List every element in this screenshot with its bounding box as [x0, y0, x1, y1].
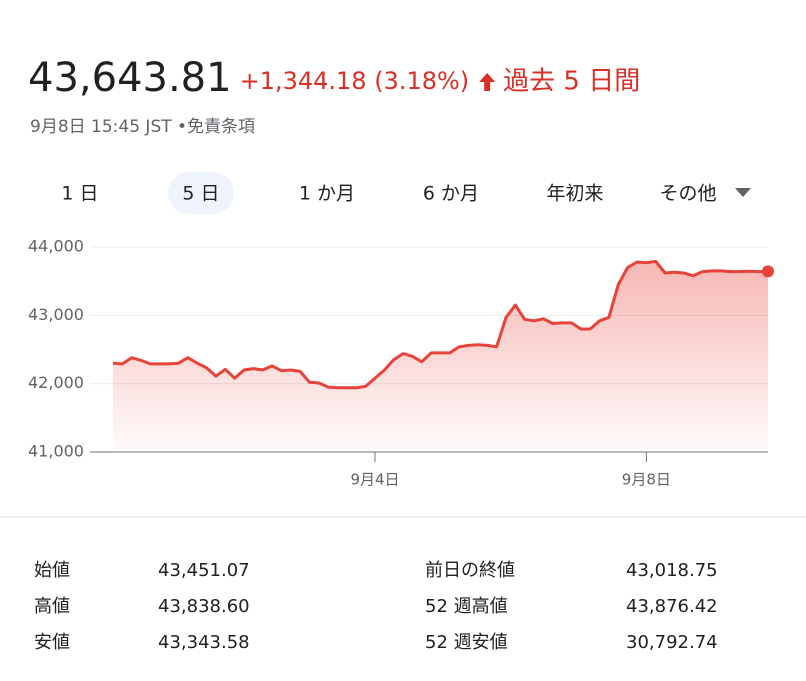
sep: • [177, 117, 187, 137]
tab[interactable]: 1 日 [61, 183, 98, 205]
stat-value: 43,018.75 [626, 560, 718, 581]
stat-value: 43,451.07 [158, 560, 250, 581]
stat-value: 43,343.58 [158, 632, 250, 653]
price: 43,643.81 [28, 55, 232, 101]
tab[interactable]: 1 か月 [299, 183, 355, 205]
timestamp: 9月8日 15:45 JST •免責条項 [30, 117, 255, 137]
stat-value: 43,876.42 [626, 596, 718, 617]
stat-value: 43,838.60 [158, 596, 250, 617]
stat-label: 前日の終値 [425, 560, 515, 581]
y-tick-label: 43,000 [28, 305, 84, 324]
stat-label: 52 週高値 [425, 596, 508, 617]
stat-label: 安値 [34, 632, 70, 653]
chart: 41,000 42,000 43,000 44,000 9月4日 9月8日 [28, 237, 774, 489]
x-tick-label: 9月4日 [350, 471, 399, 489]
disclaimer[interactable]: 免責条項 [187, 117, 255, 137]
up-arrow [479, 73, 496, 91]
last-point [762, 265, 774, 278]
y-tick-label: 44,000 [28, 237, 84, 256]
y-tick-label: 42,000 [28, 373, 84, 392]
stat-label: 始値 [34, 560, 70, 581]
time: 9月8日 15:45 JST [30, 117, 172, 137]
tab[interactable]: 年初来 [546, 183, 603, 205]
area [113, 261, 768, 452]
price-line [112, 259, 769, 390]
stat-value: 30,792.74 [626, 632, 718, 653]
stat-label: 高値 [34, 596, 70, 617]
x-tick-label: 9月8日 [622, 471, 671, 489]
tab[interactable]: その他 [659, 183, 716, 205]
tab[interactable]: 6 か月 [423, 183, 479, 205]
tab[interactable]: 5 日 [182, 183, 219, 205]
y-tick-label: 41,000 [28, 442, 84, 461]
dropdown-icon[interactable] [735, 188, 751, 197]
tab-highlight [168, 172, 234, 214]
change: +1,344.18 (3.18%) [240, 67, 470, 95]
period: 過去 5 日間 [503, 67, 640, 97]
stat-label: 52 週安値 [425, 632, 508, 653]
